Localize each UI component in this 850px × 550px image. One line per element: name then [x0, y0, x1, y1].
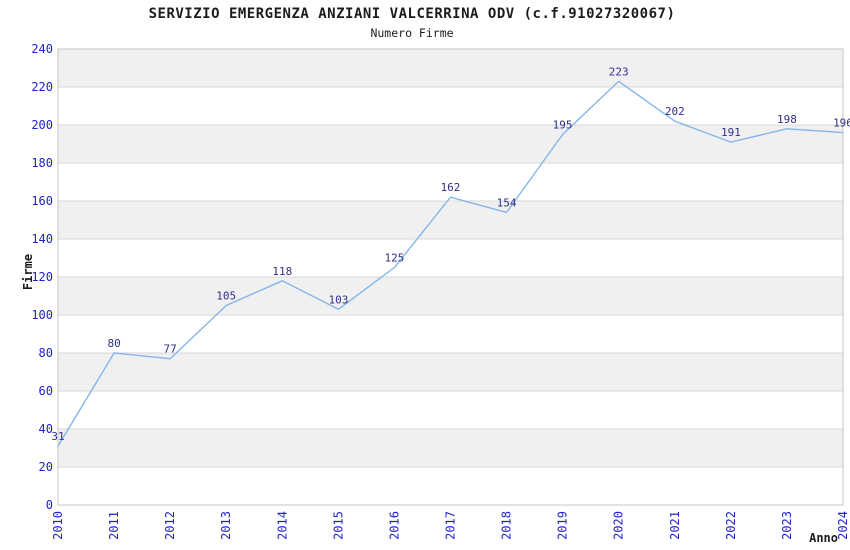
band — [58, 277, 843, 315]
point-label: 195 — [553, 119, 573, 132]
plot-border — [57, 48, 844, 506]
x-tick-label: 2010 — [51, 511, 65, 540]
y-axis-title: Firme — [21, 254, 35, 290]
y-tick-label: 220 — [31, 80, 53, 94]
point-label: 162 — [441, 181, 461, 194]
x-tick-label: 2014 — [275, 511, 289, 540]
chart-subtitle: Numero Firme — [370, 26, 454, 40]
band — [58, 353, 843, 391]
y-tick-label: 140 — [31, 232, 53, 246]
point-label: 80 — [107, 337, 120, 350]
y-tick-label: 20 — [39, 460, 53, 474]
point-label: 31 — [51, 430, 64, 443]
x-tick-label: 2024 — [836, 511, 850, 540]
point-label: 154 — [497, 196, 517, 209]
x-tick-label: 2020 — [612, 511, 626, 540]
y-tick-label: 240 — [31, 42, 53, 56]
y-tick-label: 40 — [39, 422, 53, 436]
x-tick-label: 2016 — [387, 511, 401, 540]
x-tick-label: 2012 — [163, 511, 177, 540]
gridlines — [58, 48, 843, 506]
plot-bands — [58, 49, 843, 467]
point-label: 198 — [777, 113, 797, 126]
x-tick-label: 2019 — [556, 511, 570, 540]
point-label: 103 — [328, 293, 348, 306]
y-tick-label: 80 — [39, 346, 53, 360]
y-axis-tick-labels: 0 20 40 60 80 100 120 140 160 180 200 220 240 — [31, 42, 53, 512]
x-tick-label: 2021 — [668, 511, 682, 540]
series-polyline — [57, 80, 844, 447]
point-label: 223 — [609, 65, 629, 78]
x-axis-tick-labels: 2010 2011 2012 2013 2014 2015 2016 2017 2018 2019… — [51, 511, 850, 540]
band — [58, 125, 843, 163]
y-tick-label: 120 — [31, 270, 53, 284]
point-labels: 31 80 77 105 118 103 125 162 154 195 223 202 191 198 1… — [51, 65, 850, 443]
band — [58, 49, 843, 87]
x-tick-label: 2022 — [724, 511, 738, 540]
band — [58, 201, 843, 239]
y-tick-label: 60 — [39, 384, 53, 398]
point-label: 196 — [833, 117, 850, 130]
y-tick-label: 100 — [31, 308, 53, 322]
x-tick-label: 2017 — [444, 511, 458, 540]
y-tick-label: 0 — [46, 498, 53, 512]
y-tick-label: 200 — [31, 118, 53, 132]
series-line — [57, 80, 844, 447]
x-axis-title: Anno — [809, 531, 838, 545]
point-label: 105 — [216, 290, 236, 303]
x-tick-label: 2015 — [331, 511, 345, 540]
point-label: 125 — [384, 252, 404, 265]
band — [58, 429, 843, 467]
point-label: 191 — [721, 126, 741, 139]
point-label: 77 — [163, 343, 176, 356]
chart-title: SERVIZIO EMERGENZA ANZIANI VALCERRINA OD… — [148, 6, 676, 22]
point-label: 118 — [272, 265, 292, 278]
y-tick-label: 160 — [31, 194, 53, 208]
border-rect — [57, 48, 844, 506]
y-tick-label: 180 — [31, 156, 53, 170]
x-tick-label: 2023 — [780, 511, 794, 540]
x-tick-label: 2011 — [107, 511, 121, 540]
point-label: 202 — [665, 105, 685, 118]
x-tick-label: 2013 — [219, 511, 233, 540]
x-tick-label: 2018 — [500, 511, 514, 540]
